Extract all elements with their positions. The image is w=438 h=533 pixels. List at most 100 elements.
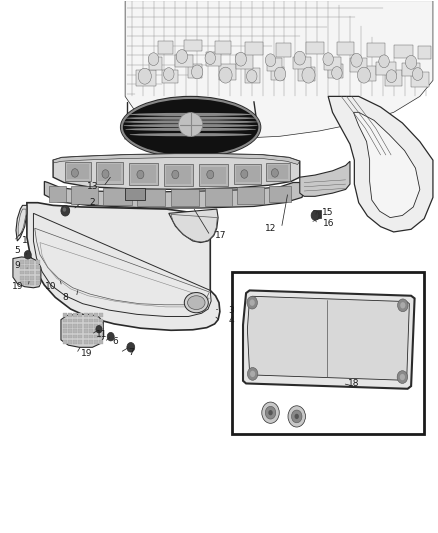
Polygon shape bbox=[247, 296, 410, 380]
Bar bbox=[78, 324, 82, 328]
Bar bbox=[73, 319, 77, 322]
Bar bbox=[30, 276, 34, 280]
Circle shape bbox=[268, 410, 273, 415]
Bar bbox=[73, 313, 77, 317]
Text: 13: 13 bbox=[87, 182, 98, 191]
Polygon shape bbox=[300, 161, 350, 196]
Text: 5: 5 bbox=[14, 246, 20, 255]
Bar bbox=[94, 335, 98, 338]
Text: 18: 18 bbox=[348, 379, 359, 388]
Bar bbox=[236, 166, 260, 182]
Text: 19: 19 bbox=[11, 282, 23, 291]
Bar bbox=[67, 165, 89, 179]
Text: 3: 3 bbox=[228, 305, 234, 314]
Bar bbox=[68, 340, 72, 344]
Bar bbox=[205, 188, 232, 206]
Bar bbox=[25, 265, 29, 269]
Circle shape bbox=[163, 68, 174, 80]
Bar bbox=[35, 281, 39, 285]
Text: 17: 17 bbox=[215, 231, 227, 240]
Circle shape bbox=[288, 406, 305, 427]
Circle shape bbox=[107, 333, 114, 341]
Bar bbox=[267, 58, 283, 71]
Polygon shape bbox=[353, 112, 420, 217]
Circle shape bbox=[235, 52, 247, 66]
Text: 12: 12 bbox=[265, 224, 276, 233]
Bar bbox=[99, 324, 103, 328]
Bar bbox=[65, 163, 91, 181]
Bar bbox=[350, 58, 367, 72]
Text: 11: 11 bbox=[96, 330, 108, 339]
Bar bbox=[131, 165, 156, 183]
Bar bbox=[84, 319, 88, 322]
Polygon shape bbox=[44, 181, 304, 208]
Circle shape bbox=[102, 169, 109, 178]
Bar bbox=[63, 335, 67, 338]
Circle shape bbox=[63, 207, 66, 212]
Bar bbox=[418, 46, 431, 59]
Circle shape bbox=[294, 414, 299, 419]
Polygon shape bbox=[27, 203, 220, 330]
Bar bbox=[78, 319, 82, 322]
Bar bbox=[394, 45, 413, 58]
Circle shape bbox=[398, 299, 408, 312]
Text: 1: 1 bbox=[22, 237, 28, 246]
Bar bbox=[25, 276, 29, 280]
Bar bbox=[63, 313, 67, 317]
Bar bbox=[94, 313, 98, 317]
Bar bbox=[385, 70, 403, 86]
Bar bbox=[306, 42, 324, 54]
Circle shape bbox=[275, 67, 286, 81]
Bar bbox=[94, 324, 98, 328]
Bar bbox=[293, 57, 311, 69]
Text: 16: 16 bbox=[323, 220, 335, 229]
Bar bbox=[78, 313, 82, 317]
Circle shape bbox=[127, 343, 135, 352]
Bar bbox=[35, 271, 39, 274]
Bar bbox=[49, 185, 66, 201]
Circle shape bbox=[272, 168, 279, 177]
Bar bbox=[99, 313, 103, 317]
Bar bbox=[328, 64, 343, 78]
Bar bbox=[20, 260, 24, 264]
Bar bbox=[94, 319, 98, 322]
Bar bbox=[73, 340, 77, 344]
Text: 7: 7 bbox=[128, 348, 134, 357]
Bar bbox=[199, 165, 228, 185]
Bar bbox=[94, 329, 98, 333]
Bar bbox=[137, 189, 165, 206]
Circle shape bbox=[247, 368, 258, 380]
Circle shape bbox=[207, 170, 214, 179]
Bar bbox=[78, 335, 82, 338]
Bar bbox=[89, 335, 93, 338]
Circle shape bbox=[96, 326, 102, 333]
Text: 19: 19 bbox=[81, 349, 93, 358]
Circle shape bbox=[311, 211, 319, 220]
Polygon shape bbox=[53, 154, 300, 165]
Circle shape bbox=[205, 52, 215, 64]
Circle shape bbox=[357, 67, 371, 83]
Bar bbox=[30, 271, 34, 274]
Bar bbox=[175, 55, 193, 67]
Polygon shape bbox=[328, 96, 433, 232]
Bar bbox=[25, 260, 29, 264]
Polygon shape bbox=[16, 205, 27, 241]
Bar bbox=[245, 42, 263, 55]
Bar bbox=[219, 64, 237, 80]
Bar bbox=[71, 186, 98, 204]
Text: 10: 10 bbox=[45, 282, 57, 291]
Bar bbox=[89, 329, 93, 333]
Circle shape bbox=[265, 54, 276, 67]
Circle shape bbox=[191, 65, 203, 79]
Bar bbox=[99, 319, 103, 322]
Bar bbox=[237, 54, 253, 69]
Bar bbox=[313, 209, 321, 217]
Bar bbox=[158, 41, 173, 54]
Bar bbox=[184, 39, 201, 51]
Circle shape bbox=[219, 67, 232, 83]
Bar bbox=[266, 163, 290, 181]
Bar bbox=[269, 185, 291, 201]
Circle shape bbox=[406, 55, 417, 69]
Bar bbox=[171, 189, 199, 206]
Bar bbox=[125, 188, 145, 200]
